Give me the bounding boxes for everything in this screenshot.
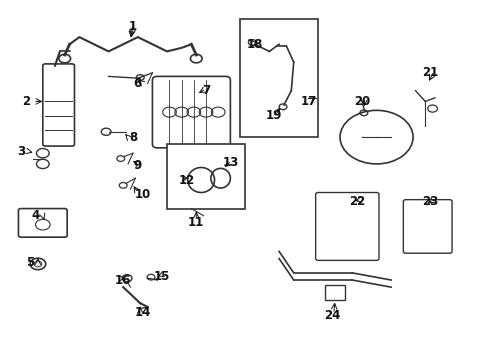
Bar (167, 144, 245, 208)
FancyBboxPatch shape (19, 208, 67, 237)
Text: 8: 8 (129, 131, 137, 144)
FancyBboxPatch shape (43, 64, 74, 146)
Text: 4: 4 (31, 209, 40, 222)
Text: 1: 1 (129, 20, 137, 33)
Text: 11: 11 (188, 216, 204, 229)
FancyBboxPatch shape (316, 193, 379, 260)
Text: 9: 9 (134, 159, 142, 172)
Text: 17: 17 (300, 95, 317, 108)
Text: 16: 16 (115, 274, 131, 287)
Text: 21: 21 (422, 66, 438, 79)
Bar (240, 19, 318, 137)
Bar (325, 285, 345, 300)
Text: 14: 14 (134, 306, 151, 319)
Text: 3: 3 (17, 145, 25, 158)
Text: 6: 6 (134, 77, 142, 90)
Text: 20: 20 (354, 95, 370, 108)
Text: 18: 18 (246, 38, 263, 51)
Text: 15: 15 (154, 270, 171, 283)
Text: 24: 24 (324, 309, 341, 322)
Text: 19: 19 (266, 109, 282, 122)
FancyBboxPatch shape (152, 76, 230, 148)
Text: 10: 10 (135, 188, 151, 201)
Text: 2: 2 (22, 95, 30, 108)
Text: 13: 13 (222, 156, 239, 168)
Text: 12: 12 (178, 174, 195, 186)
FancyBboxPatch shape (403, 200, 452, 253)
Text: 5: 5 (26, 256, 35, 269)
Text: 7: 7 (202, 84, 210, 97)
Text: 22: 22 (349, 195, 365, 208)
Text: 23: 23 (422, 195, 438, 208)
